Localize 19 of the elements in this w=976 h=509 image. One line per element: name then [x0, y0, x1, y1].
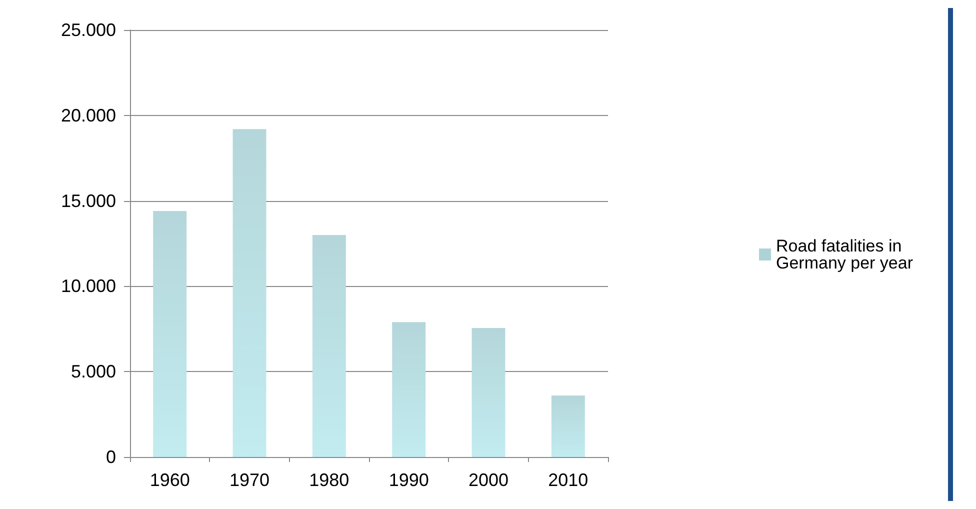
y-tick-label: 10.000 [60, 276, 116, 296]
x-tick-label: 2010 [548, 470, 588, 490]
x-tick-label: 1970 [229, 470, 270, 490]
bar [551, 396, 585, 457]
bar [392, 322, 426, 457]
y-tick-label: 20.000 [60, 105, 116, 126]
x-tick-label: 1990 [388, 470, 429, 490]
bar [232, 129, 266, 457]
bar [472, 328, 506, 457]
x-tick-label: 1980 [309, 470, 350, 490]
y-tick-label: 5.000 [70, 362, 116, 382]
x-tick-label: 2000 [468, 470, 509, 490]
y-tick-label: 25.000 [60, 20, 116, 40]
y-tick-label: 0 [106, 447, 116, 467]
x-tick-label: 1960 [150, 470, 190, 490]
y-tick-label: 15.000 [60, 190, 116, 211]
bar [312, 234, 346, 457]
legend-label: Road fatalities in Germany per year [776, 236, 914, 272]
bar [153, 211, 187, 457]
